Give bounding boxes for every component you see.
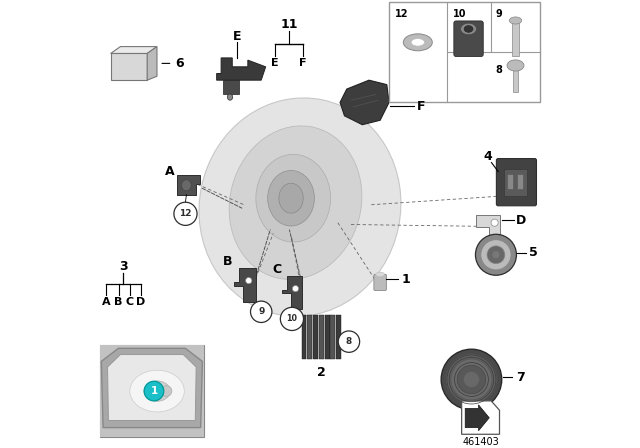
Polygon shape: [476, 215, 500, 240]
Bar: [319, 315, 324, 359]
Ellipse shape: [144, 381, 170, 401]
Circle shape: [250, 301, 272, 323]
Ellipse shape: [509, 17, 522, 24]
Circle shape: [492, 251, 500, 259]
Text: 10: 10: [452, 9, 466, 19]
Ellipse shape: [403, 34, 432, 51]
Circle shape: [476, 234, 516, 275]
Ellipse shape: [229, 126, 362, 280]
Text: E: E: [271, 58, 278, 68]
Polygon shape: [177, 176, 200, 194]
Circle shape: [463, 371, 479, 388]
Circle shape: [246, 277, 252, 284]
Text: 7: 7: [516, 371, 525, 384]
Circle shape: [457, 365, 486, 394]
Text: 4: 4: [484, 150, 492, 163]
Text: A: A: [102, 297, 111, 307]
Ellipse shape: [279, 183, 303, 213]
Circle shape: [161, 386, 172, 396]
Polygon shape: [465, 405, 489, 431]
Bar: [389, 2, 541, 103]
Text: D: D: [516, 214, 526, 227]
Ellipse shape: [507, 60, 524, 71]
Text: 1: 1: [150, 386, 157, 396]
FancyBboxPatch shape: [374, 274, 387, 290]
Bar: [330, 315, 335, 359]
Text: 10: 10: [287, 314, 298, 323]
Circle shape: [487, 246, 505, 264]
Text: F: F: [417, 99, 426, 112]
Bar: [99, 345, 204, 437]
Polygon shape: [223, 80, 239, 94]
Polygon shape: [111, 53, 147, 80]
Text: 3: 3: [119, 260, 127, 273]
Text: C: C: [272, 263, 282, 276]
Circle shape: [144, 381, 164, 401]
Text: E: E: [232, 30, 241, 43]
Ellipse shape: [268, 170, 314, 226]
Text: B: B: [115, 297, 123, 307]
Ellipse shape: [256, 155, 331, 242]
FancyBboxPatch shape: [454, 21, 483, 56]
FancyBboxPatch shape: [497, 159, 536, 206]
Ellipse shape: [130, 370, 184, 412]
Ellipse shape: [464, 26, 473, 32]
Text: 5: 5: [529, 246, 538, 259]
Text: F: F: [300, 58, 307, 68]
Polygon shape: [217, 58, 266, 80]
Circle shape: [445, 353, 497, 405]
Circle shape: [292, 285, 299, 292]
Text: 12: 12: [396, 9, 409, 19]
Ellipse shape: [376, 272, 385, 276]
Text: 461403: 461403: [462, 437, 499, 447]
Text: A: A: [164, 164, 174, 177]
Text: 9: 9: [495, 9, 502, 19]
Bar: [313, 315, 318, 359]
Text: 1: 1: [401, 273, 410, 286]
Ellipse shape: [227, 94, 233, 100]
Polygon shape: [147, 47, 157, 80]
Polygon shape: [282, 276, 302, 309]
Ellipse shape: [411, 39, 424, 46]
Ellipse shape: [461, 23, 477, 35]
Text: 2: 2: [317, 366, 326, 379]
Polygon shape: [111, 47, 157, 53]
Polygon shape: [108, 354, 196, 421]
Bar: [336, 315, 341, 359]
Bar: [99, 345, 204, 437]
Text: B: B: [223, 255, 232, 268]
Circle shape: [481, 240, 511, 270]
Bar: [301, 315, 307, 359]
Text: 6: 6: [176, 57, 184, 70]
Bar: [513, 68, 518, 92]
Circle shape: [441, 349, 502, 410]
Text: C: C: [125, 297, 134, 307]
Text: D: D: [136, 297, 145, 307]
Bar: [324, 315, 330, 359]
Polygon shape: [234, 268, 256, 302]
Circle shape: [339, 331, 360, 352]
Polygon shape: [101, 348, 202, 427]
Bar: [517, 174, 523, 190]
Text: 8: 8: [346, 337, 352, 346]
Text: 8: 8: [495, 65, 502, 75]
Text: 12: 12: [179, 209, 192, 218]
Circle shape: [491, 219, 498, 226]
Polygon shape: [461, 401, 499, 434]
Ellipse shape: [182, 180, 191, 191]
Circle shape: [174, 202, 197, 225]
Text: 9: 9: [258, 307, 264, 316]
FancyBboxPatch shape: [504, 169, 527, 196]
Ellipse shape: [199, 98, 401, 316]
Polygon shape: [340, 80, 389, 125]
Circle shape: [280, 307, 303, 331]
Text: 11: 11: [280, 18, 298, 31]
Bar: [307, 315, 312, 359]
Circle shape: [451, 359, 492, 400]
Bar: [507, 174, 513, 190]
Bar: [513, 23, 518, 56]
